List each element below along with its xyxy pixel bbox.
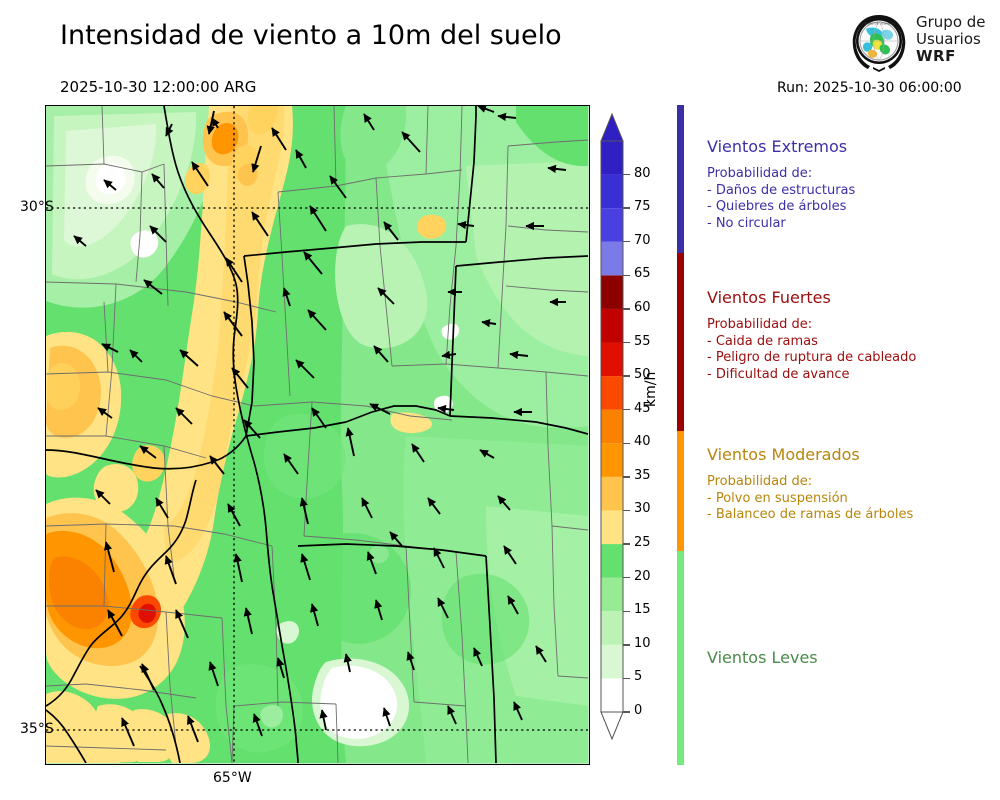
colorbar-tick-label: 35 bbox=[634, 467, 651, 483]
colorbar-tick-mark bbox=[623, 711, 630, 713]
colorbar-tick-mark bbox=[623, 509, 630, 512]
colorbar-tick-label: 5 bbox=[634, 669, 643, 685]
legend-color-bar-3 bbox=[677, 431, 684, 551]
svg-text:GRUPO DE USUARIOS: GRUPO DE USUARIOS bbox=[863, 22, 896, 26]
colorbar-tick-mark bbox=[623, 644, 630, 646]
colorbar-tick-mark bbox=[623, 241, 630, 243]
colorbar-tick-mark bbox=[623, 341, 630, 344]
colorbar-tick-label: 0 bbox=[634, 703, 643, 718]
logo: GRUPO DE USUARIOS Grupo de Usuarios WRF bbox=[848, 12, 998, 74]
colorbar-tick-mark bbox=[623, 207, 630, 209]
colorbar-tick-label: 30 bbox=[634, 501, 651, 517]
logo-line-3: WRF bbox=[916, 47, 956, 65]
colorbar-tick-label: 65 bbox=[634, 266, 651, 282]
colorbar-tick-label: 20 bbox=[634, 568, 651, 584]
wind-speed-map[interactable] bbox=[45, 105, 590, 765]
colorbar-tick-label: 75 bbox=[634, 199, 651, 215]
legend-section-line: - Dificultad de avance bbox=[707, 366, 850, 382]
colorbar-tick-mark bbox=[623, 173, 630, 176]
lon-label-65w: 65°W bbox=[213, 770, 252, 786]
logo-text: Grupo de Usuarios WRF bbox=[916, 14, 1000, 65]
colorbar-tick-mark bbox=[623, 677, 630, 680]
colorbar-tick-label: 45 bbox=[634, 400, 651, 416]
logo-line-2: Usuarios bbox=[916, 30, 981, 48]
wind-vectors bbox=[73, 106, 567, 747]
colorbar-tick-mark bbox=[623, 375, 630, 377]
legend-section-line: - Balanceo de ramas de árboles bbox=[707, 507, 914, 522]
colorbar-tick-label: 80 bbox=[634, 165, 651, 181]
colorbar-tick-label: 40 bbox=[634, 434, 651, 450]
logo-line-1: Grupo de bbox=[916, 13, 986, 31]
colorbar-tick-label: 25 bbox=[634, 535, 651, 551]
map-canvas bbox=[46, 106, 588, 763]
colorbar-tick-mark bbox=[623, 543, 630, 545]
colorbar-tick-mark bbox=[623, 476, 630, 478]
colorbar-tick-mark bbox=[623, 610, 630, 612]
legend-section-line: - Daños de estructuras bbox=[707, 182, 856, 198]
legend-section-line: Probabilidad de: bbox=[707, 166, 813, 181]
colorbar-tick-mark bbox=[623, 274, 630, 277]
colorbar-tick-label: 70 bbox=[634, 232, 651, 248]
legend-section-4: Vientos Leves bbox=[707, 648, 997, 677]
colorbar-tick-label: 50 bbox=[634, 367, 651, 383]
legend-section-line: - Peligro de ruptura de cableado bbox=[707, 350, 917, 365]
legend-section-line: Probabilidad de: bbox=[707, 317, 813, 332]
colorbar-tick-mark bbox=[623, 308, 630, 310]
legend-color-bar-2 bbox=[677, 253, 684, 431]
globe-emblem-icon: GRUPO DE USUARIOS bbox=[852, 15, 906, 72]
colorbar[interactable]: 0 5 10 15 20 25 30 35 40 45 50 55 60 65 70 75 80 bbox=[600, 112, 651, 741]
run-info-label: Run: 2025-10-30 06:00:00 bbox=[777, 80, 962, 96]
lat-label-35s: 35°S bbox=[20, 721, 54, 737]
legend-section-1: Vientos Extremos Probabilidad de: - Daños … bbox=[707, 137, 997, 232]
legend-section-2: Vientos Fuertes Probabilidad de: - Caida d… bbox=[707, 288, 997, 383]
legend-section-title: Vientos Fuertes bbox=[707, 288, 831, 307]
valid-time-label: 2025-10-30 12:00:00 ARG bbox=[60, 78, 257, 96]
legend-section-title: Vientos Leves bbox=[707, 648, 818, 667]
legend-color-bar-1 bbox=[677, 105, 684, 253]
legend-section-title: Vientos Moderados bbox=[707, 445, 860, 464]
wind-category-legend: Vientos Extremos Probabilidad de: - Daños … bbox=[677, 105, 997, 765]
page-title: Intensidad de viento a 10m del suelo bbox=[60, 20, 562, 51]
province-borders bbox=[46, 106, 588, 763]
legend-section-line: - No circular bbox=[707, 215, 786, 231]
legend-section-title: Vientos Extremos bbox=[707, 137, 848, 156]
legend-section-line: - Caida de ramas bbox=[707, 333, 818, 349]
colorbar-tick-mark bbox=[623, 442, 630, 444]
colorbar-tick-label: 55 bbox=[634, 333, 651, 349]
colorbar-tick-mark bbox=[623, 576, 630, 579]
legend-section-line: - Polvo en suspensión bbox=[707, 490, 848, 506]
colorbar-unit-label: km/h bbox=[643, 371, 659, 407]
colorbar-tick-label: 15 bbox=[634, 602, 651, 618]
lat-label-30s: 30°S bbox=[20, 199, 54, 215]
legend-section-line: Probabilidad de: bbox=[707, 474, 813, 489]
legend-color-bar-4 bbox=[677, 551, 684, 765]
colorbar-tick-mark bbox=[623, 409, 630, 411]
colorbar-tick-label: 10 bbox=[634, 635, 651, 651]
colorbar-tick-label: 60 bbox=[634, 299, 651, 315]
legend-section-3: Vientos Moderados Probabilidad de: - Polvo… bbox=[707, 445, 997, 524]
legend-section-line: - Quiebres de árboles bbox=[707, 199, 847, 214]
